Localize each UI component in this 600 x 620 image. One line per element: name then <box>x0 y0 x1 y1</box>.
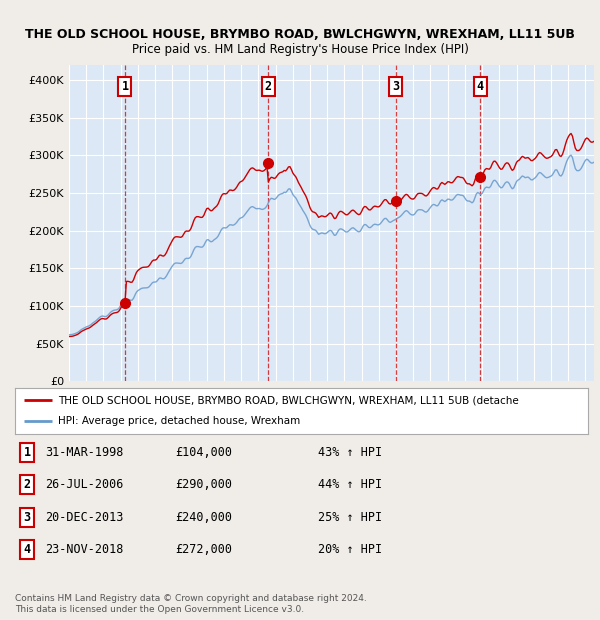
Text: Contains HM Land Registry data © Crown copyright and database right 2024.
This d: Contains HM Land Registry data © Crown c… <box>15 595 367 614</box>
Text: 1: 1 <box>121 80 128 92</box>
Text: £290,000: £290,000 <box>176 479 233 491</box>
Text: 3: 3 <box>23 511 31 523</box>
Text: THE OLD SCHOOL HOUSE, BRYMBO ROAD, BWLCHGWYN, WREXHAM, LL11 5UB: THE OLD SCHOOL HOUSE, BRYMBO ROAD, BWLCH… <box>25 28 575 40</box>
Text: 3: 3 <box>392 80 399 92</box>
Text: THE OLD SCHOOL HOUSE, BRYMBO ROAD, BWLCHGWYN, WREXHAM, LL11 5UB (detache: THE OLD SCHOOL HOUSE, BRYMBO ROAD, BWLCH… <box>58 395 519 405</box>
Text: 2: 2 <box>265 80 272 92</box>
Text: 4: 4 <box>477 80 484 92</box>
Text: 2: 2 <box>23 479 31 491</box>
Text: Price paid vs. HM Land Registry's House Price Index (HPI): Price paid vs. HM Land Registry's House … <box>131 43 469 56</box>
Text: 44% ↑ HPI: 44% ↑ HPI <box>318 479 382 491</box>
Text: 43% ↑ HPI: 43% ↑ HPI <box>318 446 382 459</box>
Text: 20% ↑ HPI: 20% ↑ HPI <box>318 543 382 556</box>
Text: 20-DEC-2013: 20-DEC-2013 <box>45 511 123 523</box>
Text: 31-MAR-1998: 31-MAR-1998 <box>45 446 123 459</box>
Text: 25% ↑ HPI: 25% ↑ HPI <box>318 511 382 523</box>
Text: 26-JUL-2006: 26-JUL-2006 <box>45 479 123 491</box>
Text: 23-NOV-2018: 23-NOV-2018 <box>45 543 123 556</box>
Text: 1: 1 <box>23 446 31 459</box>
Text: £240,000: £240,000 <box>176 511 233 523</box>
Text: £272,000: £272,000 <box>176 543 233 556</box>
Text: £104,000: £104,000 <box>176 446 233 459</box>
Text: 4: 4 <box>23 543 31 556</box>
Text: HPI: Average price, detached house, Wrexham: HPI: Average price, detached house, Wrex… <box>58 417 300 427</box>
